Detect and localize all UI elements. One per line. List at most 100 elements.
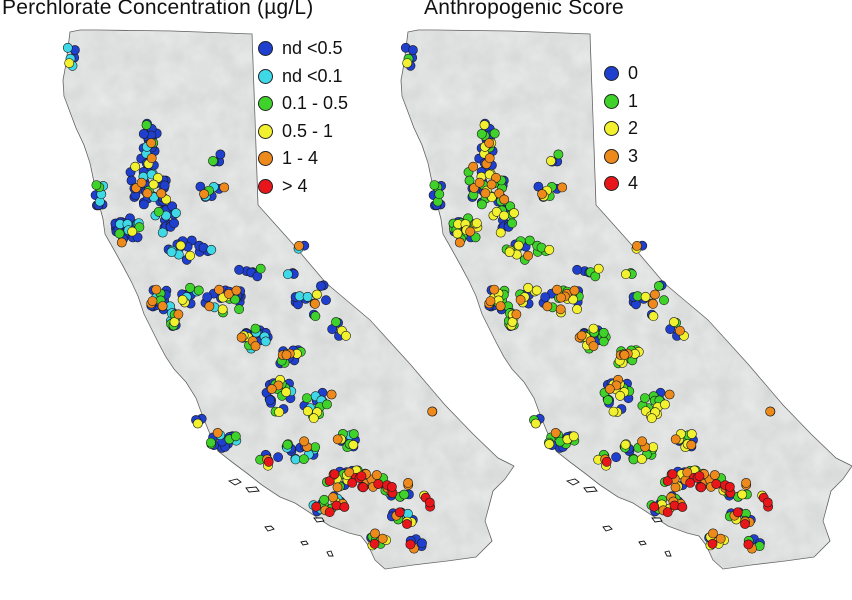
sample-marker <box>686 439 697 450</box>
sample-marker <box>601 456 612 467</box>
sample-marker <box>555 304 566 315</box>
island-outline <box>583 486 598 493</box>
legend-item: 0.5 - 1 <box>258 118 348 146</box>
sample-marker <box>530 418 541 429</box>
island-outline <box>326 550 334 557</box>
island-outline <box>264 525 275 532</box>
sample-marker <box>193 285 204 296</box>
legend-swatch <box>604 148 619 164</box>
legend-label: nd <0.5 <box>282 38 343 59</box>
sample-marker <box>544 244 555 255</box>
legend-item: 0 <box>604 60 638 88</box>
sample-marker <box>715 533 726 544</box>
sample-marker <box>523 282 533 293</box>
sample-marker <box>479 120 490 130</box>
sample-marker <box>319 494 330 505</box>
sample-marker <box>369 538 380 549</box>
sample-marker <box>377 533 388 544</box>
terrain-relief <box>401 30 852 569</box>
sample-marker <box>250 323 261 334</box>
sample-marker <box>315 281 326 291</box>
island-outline <box>602 525 613 532</box>
legend-item: 0.1 - 0.5 <box>258 90 348 118</box>
legend-perchlorate: nd <0.5 nd <0.1 0.1 - 0.5 0.5 - 1 1 - 4 … <box>258 35 348 200</box>
legend-label: 4 <box>628 173 639 194</box>
sample-marker <box>677 502 688 512</box>
sample-marker <box>550 427 561 438</box>
sample-marker <box>311 501 322 512</box>
sample-marker <box>499 210 509 221</box>
sample-marker <box>427 406 438 417</box>
sample-marker <box>669 500 680 511</box>
sample-marker <box>707 538 718 549</box>
legend-swatch <box>258 178 273 194</box>
sample-marker <box>208 155 218 166</box>
legend-label: 0.5 - 1 <box>282 120 334 141</box>
sample-marker <box>662 476 673 486</box>
sample-marker <box>632 240 642 251</box>
sample-marker <box>544 439 555 449</box>
sample-marker <box>542 301 553 312</box>
sample-marker <box>116 237 127 248</box>
sample-marker <box>762 497 773 508</box>
sample-marker <box>674 325 685 336</box>
sample-marker <box>260 336 271 347</box>
sample-marker <box>711 479 722 489</box>
legend-swatch <box>258 41 273 57</box>
sample-marker <box>230 431 241 442</box>
sample-marker <box>147 296 158 306</box>
sample-marker <box>166 247 177 257</box>
sample-marker <box>408 45 418 55</box>
sample-marker <box>628 454 639 465</box>
map-panel-anthropogenic <box>400 29 852 570</box>
sample-marker <box>328 492 338 503</box>
sample-marker <box>175 240 186 251</box>
sample-marker <box>694 471 705 481</box>
sample-marker <box>507 317 518 327</box>
sample-marker <box>495 227 506 238</box>
sample-marker <box>480 188 491 199</box>
legend-swatch <box>604 93 619 109</box>
sample-marker <box>274 407 284 417</box>
island-outline <box>651 517 663 523</box>
sample-marker <box>489 128 500 139</box>
sample-marker <box>156 188 167 199</box>
sample-marker <box>682 467 693 478</box>
sample-marker <box>740 519 750 529</box>
sample-marker <box>403 477 413 488</box>
sample-marker <box>417 538 427 549</box>
sample-marker <box>234 264 244 275</box>
sample-marker <box>173 309 184 320</box>
sample-marker <box>620 269 631 280</box>
sample-marker <box>339 502 350 512</box>
sample-marker <box>424 497 435 508</box>
panel-title-anthropogenic: Anthropogenic Score <box>424 0 624 19</box>
sample-marker <box>348 429 359 439</box>
sample-marker <box>507 218 517 229</box>
sample-marker <box>157 227 168 238</box>
sample-marker <box>205 437 216 448</box>
sample-marker <box>206 244 217 255</box>
sample-marker <box>202 292 213 302</box>
sample-marker <box>308 413 319 424</box>
sample-marker <box>667 469 678 479</box>
island-outline <box>664 550 672 557</box>
sample-marker <box>495 301 506 311</box>
sample-marker <box>273 452 283 463</box>
sample-marker <box>332 482 343 493</box>
sample-marker <box>572 264 582 275</box>
sample-marker <box>321 295 331 306</box>
sample-marker <box>476 128 487 139</box>
sample-marker <box>91 180 102 190</box>
sample-marker <box>185 282 195 293</box>
sample-marker <box>615 390 625 401</box>
sample-marker <box>302 291 313 302</box>
sample-marker <box>474 177 485 188</box>
sample-marker <box>322 399 332 410</box>
sample-marker <box>724 481 735 492</box>
sample-marker <box>486 179 497 190</box>
sample-marker <box>138 199 149 210</box>
sample-marker <box>231 285 242 296</box>
sample-marker <box>265 395 275 406</box>
sample-marker <box>489 284 500 295</box>
